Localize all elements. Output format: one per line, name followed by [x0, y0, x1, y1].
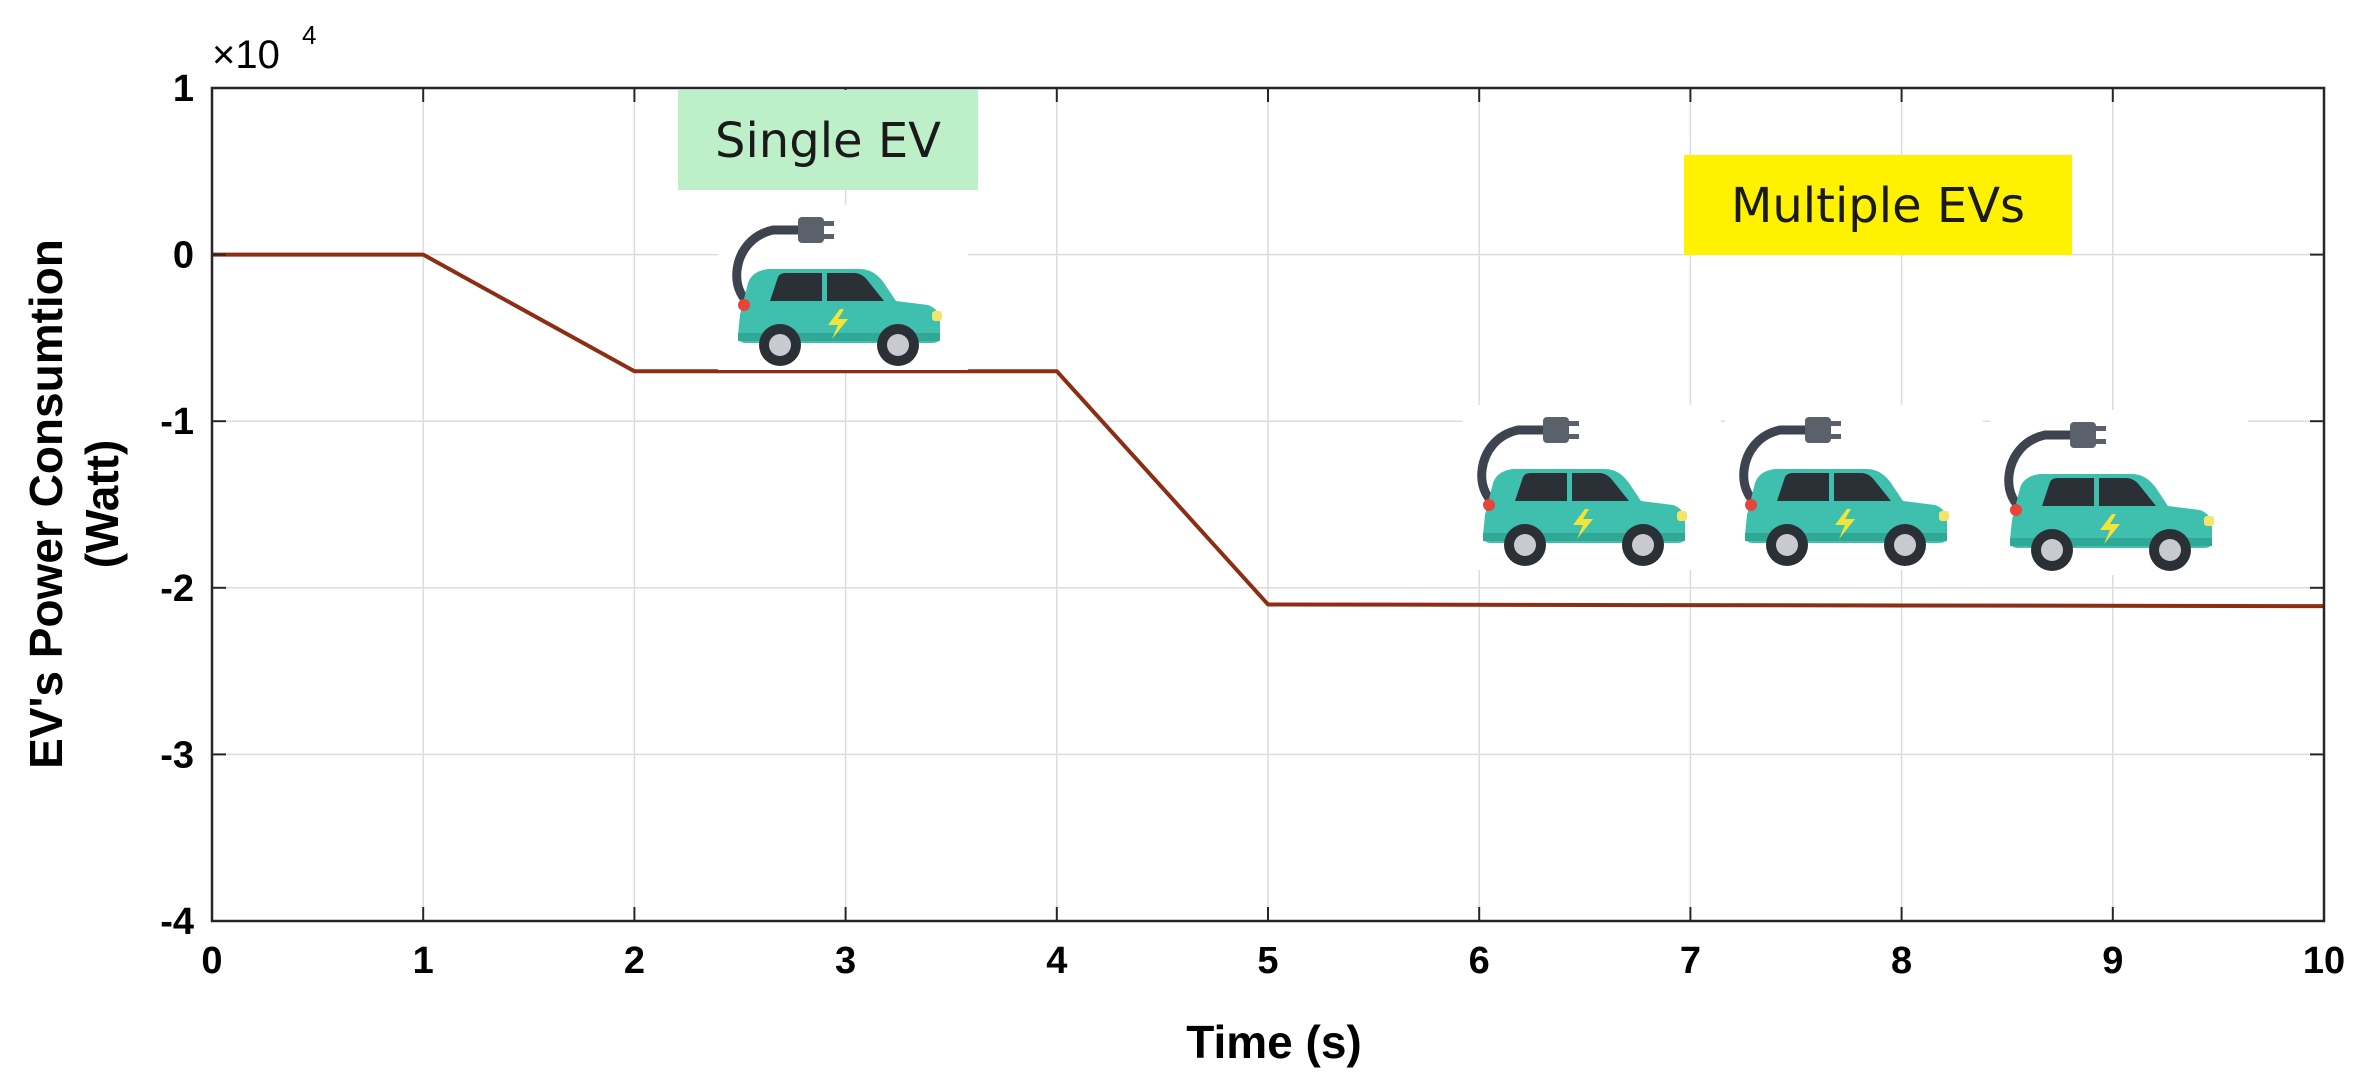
single-ev-label-background — [678, 90, 978, 190]
x-axis-title: Time (s) — [1186, 1016, 1362, 1068]
y-multiplier: ×10 — [212, 33, 280, 77]
x-tick-label: 1 — [413, 940, 434, 982]
x-tick-label: 0 — [201, 940, 222, 982]
y-tick-label: -1 — [160, 401, 194, 443]
y-tick-label: -4 — [160, 901, 194, 943]
y-multiplier-exponent: 4 — [302, 20, 316, 50]
y-axis-title-line1: EV's Power Consumtion — [20, 239, 72, 769]
series-line — [212, 252, 2325, 609]
multiple-evs-label-background — [1684, 155, 2072, 255]
ev-charging-car-icon — [1463, 405, 1721, 570]
x-tick-label: 8 — [1891, 940, 1912, 982]
multiple-evs-label: Multiple EVs — [1731, 178, 2025, 234]
x-tick-label: 9 — [2102, 940, 2123, 982]
x-tick-label: 5 — [1257, 940, 1278, 982]
x-tick-label: 7 — [1680, 940, 1701, 982]
x-tick-label: 4 — [1046, 940, 1067, 982]
ev-charging-car-icon — [718, 205, 968, 370]
y-tick-label: 0 — [173, 235, 194, 277]
y-axis-title-line2: (Watt) — [76, 440, 128, 569]
tick-layer: 0 1 2 3 4 5 6 7 8 9 10 -4 -3 -2 -1 0 1 — [160, 68, 2345, 982]
y-multiplier-base: ×10 — [212, 33, 280, 77]
x-tick-label: 3 — [835, 940, 856, 982]
y-tick-label: -2 — [160, 568, 194, 610]
ev-charging-car-icon — [1990, 410, 2248, 575]
x-tick-label: 6 — [1469, 940, 1490, 982]
ev-charging-car-icon — [1725, 405, 1983, 570]
x-tick-label: 10 — [2303, 940, 2345, 982]
y-tick-label: 1 — [173, 68, 194, 110]
single-ev-label: Single EV — [715, 113, 941, 169]
y-tick-label: -3 — [160, 734, 194, 776]
x-tick-label: 2 — [624, 940, 645, 982]
